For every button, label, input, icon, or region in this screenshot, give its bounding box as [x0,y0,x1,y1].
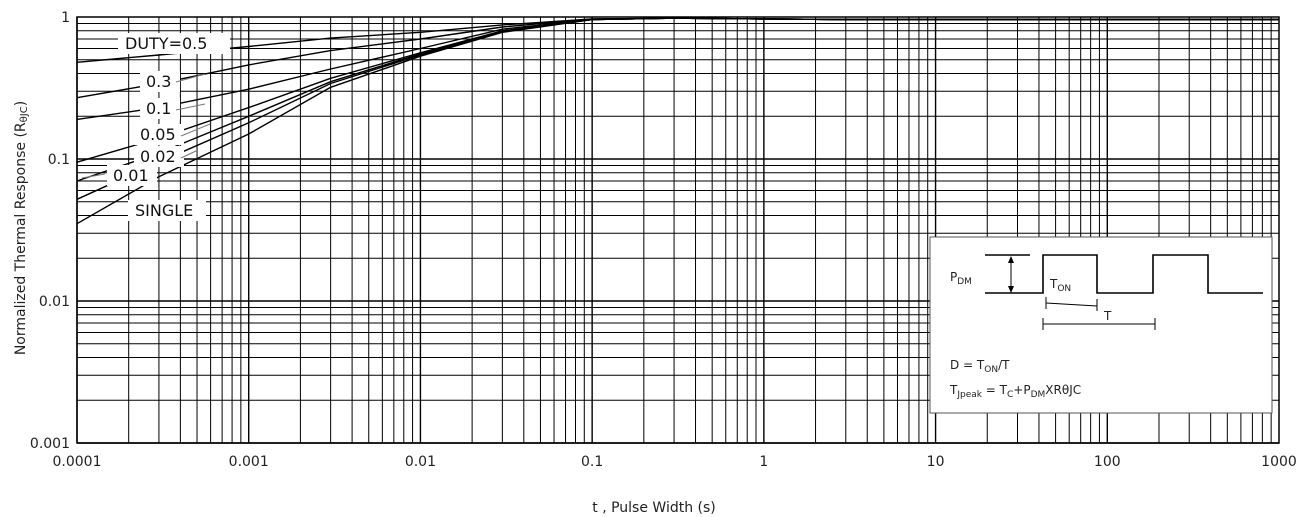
curve-label-bg [128,200,206,221]
plot-frame [76,16,1280,444]
x-tick-label: 0.1 [581,454,603,470]
series-line [76,17,1279,225]
period-label: T [1103,309,1112,323]
curve-label-bg [134,146,184,167]
curve-label: DUTY=0.5 [125,34,207,53]
y-tick-label: 0.001 [30,436,70,452]
curve-label: 0.3 [146,72,171,91]
x-tick-label: 1 [759,454,768,470]
curve-label-leader [81,173,106,179]
ton-label: TON [1049,277,1071,294]
curve-label-leader [180,123,211,137]
curve-label-bg [107,165,157,186]
curve-labels: DUTY=0.5 0.3 0.1 0.05 0.020.01 SINGLE [81,33,230,221]
duty-formula: D = TON/T [950,358,1010,375]
series-line [76,17,1279,63]
y-tick-label: 1 [61,10,70,26]
curve-label: 0.02 [140,147,176,166]
curve-label: 0.05 [140,125,176,144]
curve-label: SINGLE [135,201,193,220]
inset-box [929,236,1273,414]
curve-label-bg [140,71,180,92]
y-axis-label: Normalized Thermal Response (RθJC) [13,101,30,355]
x-tick-label: 100 [1094,454,1121,470]
curve-label-leader [175,73,206,83]
series-line [76,17,1279,182]
x-tick-label: 0.01 [405,454,436,470]
curves [76,17,1279,225]
series-line [76,17,1279,163]
curve-label-bg [140,98,180,119]
x-tick-label: 1000 [1261,454,1297,470]
x-tick-label: 0.001 [229,454,269,470]
duty-cycle-inset: PDM TON T D = TON/T TJpeak = TC+PDMXRθJC [929,236,1273,414]
tick-labels: 0.0001 0.001 0.01 0.1 1 10 100 1000 0.001 0.01 0.1… [30,10,1297,470]
curve-label-bg [134,124,184,145]
pulse-waveform [985,254,1263,294]
curve-label-leader [180,149,199,159]
x-axis-label: t , Pulse Width (s) [592,500,716,516]
x-tick-label: 0.0001 [53,454,102,470]
curve-label-leader [175,103,206,111]
ton-arrow [1045,302,1098,307]
x-tick-label: 10 [927,454,945,470]
y-tick-label: 0.1 [48,152,70,168]
pdm-label: PDM [950,270,972,287]
series-line [76,17,1279,99]
y-tick-label: 0.01 [39,294,70,310]
tj-formula: TJpeak = TC+PDMXRθJC [949,383,1081,400]
curve-label: 0.1 [146,99,171,118]
curve-label: 0.01 [113,166,149,185]
curve-label-bg [118,33,230,54]
